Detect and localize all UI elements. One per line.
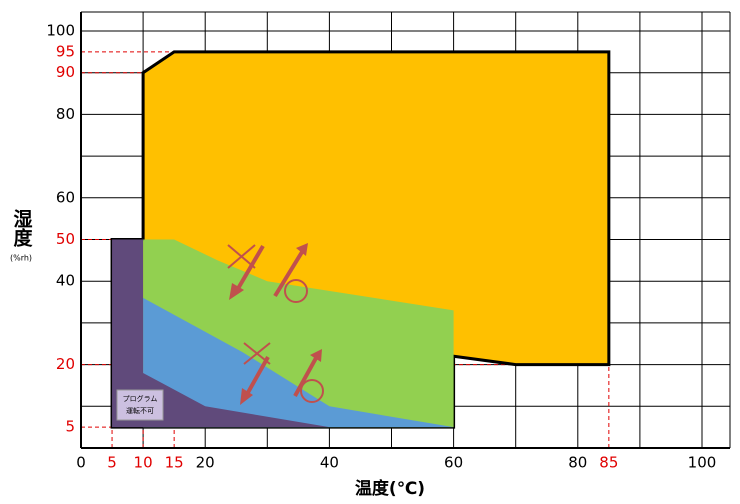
x-tick-label: 0 <box>76 454 86 472</box>
y-tick-label: 95 <box>56 42 75 60</box>
x-tick-label: 100 <box>688 454 717 472</box>
y-tick-label: 5 <box>65 418 75 436</box>
decorations: プログラム 運転不可 温度(℃) 湿度 (%rh) <box>10 12 730 499</box>
y-tick-label: 80 <box>56 105 75 123</box>
y-tick-label: 100 <box>46 22 75 40</box>
arrows <box>227 243 324 405</box>
x-tick-label: 80 <box>568 454 587 472</box>
y-tick-label: 90 <box>56 63 75 81</box>
y-axis-unit: (%rh) <box>10 254 32 263</box>
x-tick-label: 15 <box>165 454 184 472</box>
x-tick-label: 60 <box>444 454 463 472</box>
region-blue <box>143 297 454 428</box>
x-tick-label: 85 <box>599 454 618 472</box>
note-text: プログラム <box>123 394 158 403</box>
y-tick-label: 20 <box>56 355 75 373</box>
x-tick-label: 40 <box>320 454 339 472</box>
y-axis-label: 湿度 <box>11 209 33 248</box>
x-tick-label: 5 <box>107 454 117 472</box>
y-tick-label: 50 <box>56 230 75 248</box>
x-tick-label: 20 <box>196 454 215 472</box>
y-tick-label: 40 <box>56 272 75 290</box>
x-axis-label: 温度(℃) <box>355 478 425 499</box>
y-tick-label: 60 <box>56 188 75 206</box>
regions <box>110 50 611 429</box>
x-tick-label: 10 <box>134 454 153 472</box>
note-box <box>116 389 164 421</box>
note-text: 運転不可 <box>126 406 154 415</box>
